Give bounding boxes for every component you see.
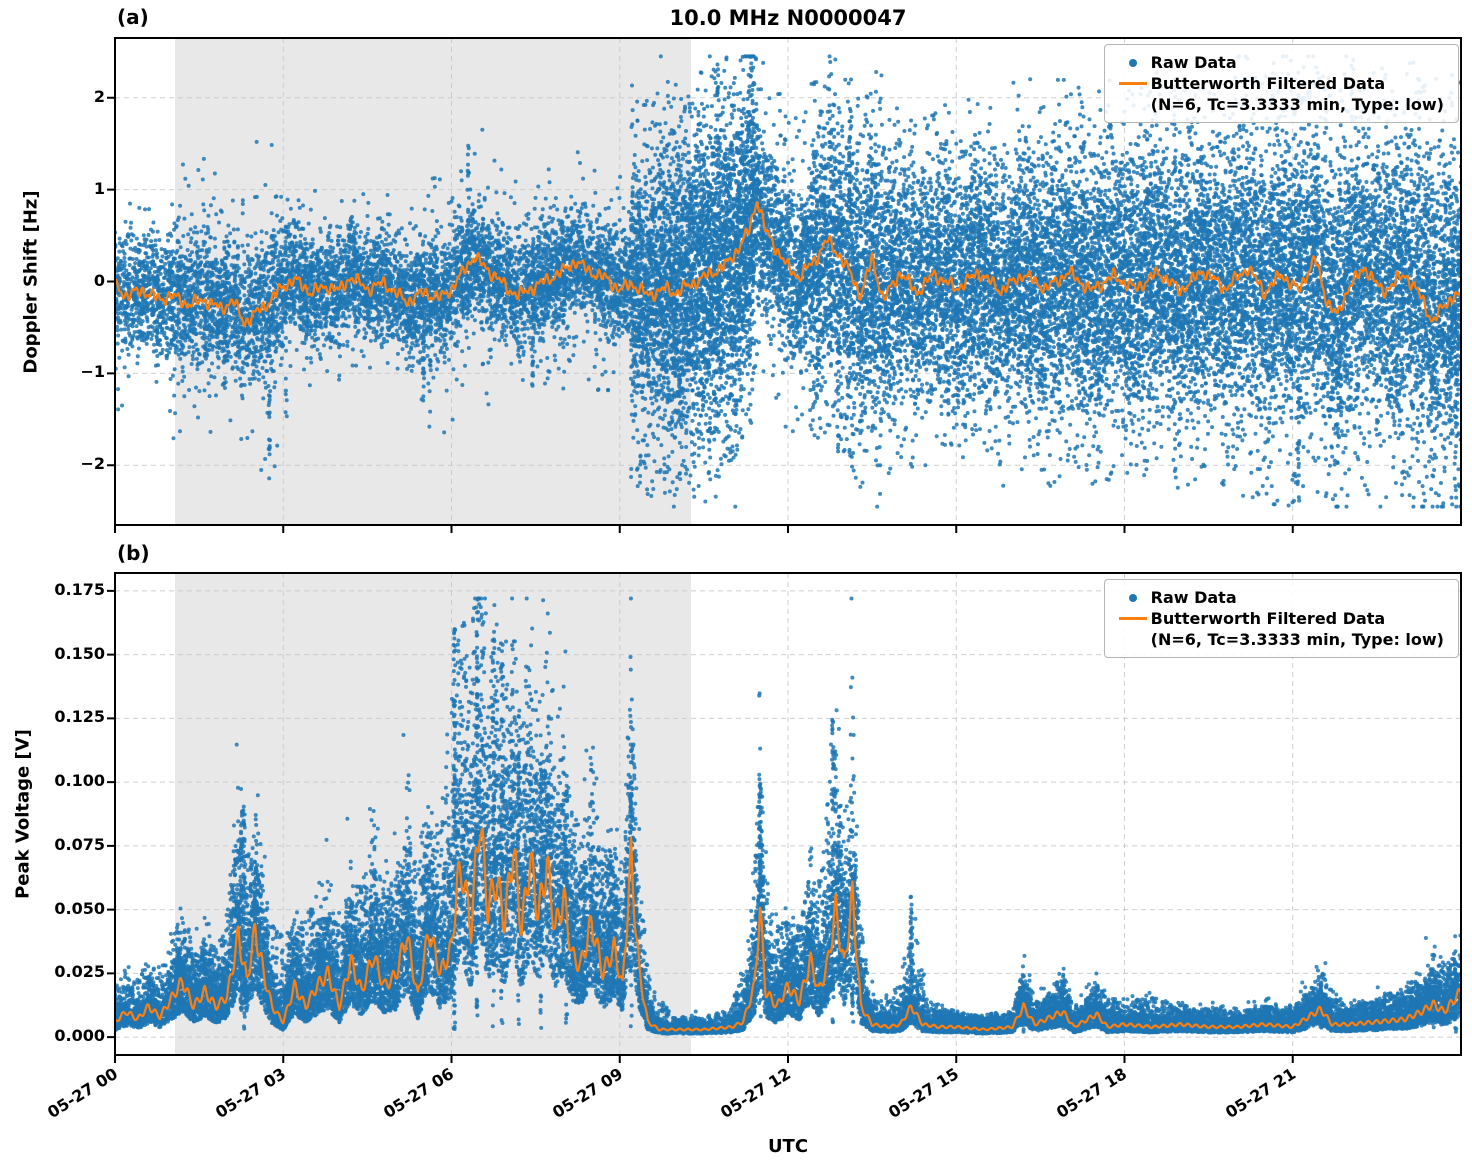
legend-raw-entry: Raw Data xyxy=(1115,52,1444,73)
y-tick-label-a: 1 xyxy=(93,178,105,198)
legend-filtered-label-line2: (N=6, Tc=3.3333 min, Type: low) xyxy=(1150,95,1444,115)
y-tick-label-a: −1 xyxy=(80,362,105,382)
y-tick-label-b: 0.150 xyxy=(54,643,105,663)
raw-data-marker-icon xyxy=(1115,52,1151,73)
raw-data-marker-icon xyxy=(1115,587,1151,608)
filtered-line-marker-icon xyxy=(1115,73,1151,94)
legend-filtered-label-line2: (N=6, Tc=3.3333 min, Type: low) xyxy=(1150,630,1444,650)
legend-panel-b: Raw Data Butterworth Filtered Data (N=6,… xyxy=(1103,579,1459,659)
y-tick-label-a: 2 xyxy=(93,86,105,106)
legend-raw-label: Raw Data xyxy=(1150,588,1237,607)
y-tick-label-b: 0.125 xyxy=(54,707,105,727)
panel-b-label: (b) xyxy=(117,541,150,565)
legend-raw-entry: Raw Data xyxy=(1115,587,1444,608)
legend-raw-label: Raw Data xyxy=(1150,53,1237,72)
y-tick-label-b: 0.100 xyxy=(54,771,105,791)
y-tick-label-b: 0.175 xyxy=(54,579,105,599)
y-axis-label-voltage-text: Peak Voltage [V] xyxy=(12,729,34,899)
legend-filtered-label-line1: Butterworth Filtered Data xyxy=(1150,74,1386,94)
y-tick-label-b: 0.025 xyxy=(54,962,105,982)
legend-filtered-entry: Butterworth Filtered Data (N=6, Tc=3.333… xyxy=(1115,608,1444,650)
y-tick-label-a: −2 xyxy=(80,454,105,474)
y-tick-label-a: 0 xyxy=(93,270,105,290)
y-tick-label-b: 0.050 xyxy=(54,898,105,918)
figure-title: 10.0 MHz N0000047 xyxy=(669,6,907,30)
filtered-line-marker-icon xyxy=(1115,608,1151,629)
y-tick-label-b: 0.000 xyxy=(54,1026,105,1046)
y-tick-label-b: 0.075 xyxy=(54,834,105,854)
panel-a-label: (a) xyxy=(117,5,149,29)
legend-filtered-label: Butterworth Filtered Data (N=6, Tc=3.333… xyxy=(1151,73,1444,115)
legend-filtered-label: Butterworth Filtered Data (N=6, Tc=3.333… xyxy=(1151,608,1444,650)
legend-panel-a: Raw Data Butterworth Filtered Data (N=6,… xyxy=(1103,44,1459,124)
legend-filtered-entry: Butterworth Filtered Data (N=6, Tc=3.333… xyxy=(1115,73,1444,115)
y-axis-label-doppler-text: Doppler Shift [Hz] xyxy=(20,190,42,374)
legend-filtered-label-line1: Butterworth Filtered Data xyxy=(1150,609,1386,629)
x-axis-label: UTC xyxy=(767,1136,809,1157)
